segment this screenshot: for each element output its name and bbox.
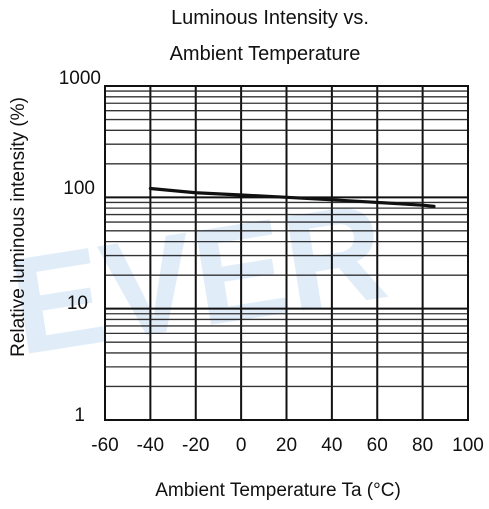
series-point <box>432 204 436 208</box>
series-layer <box>148 186 436 208</box>
plot-frame <box>104 85 469 421</box>
x-tick-label: -60 <box>91 435 118 456</box>
x-tick-label: 60 <box>367 435 388 456</box>
x-tick-label: -20 <box>182 435 209 456</box>
x-tick-label: 40 <box>321 435 342 456</box>
x-tick-label: 0 <box>236 435 247 456</box>
y-axis-label: Relative luminous intensity (%) <box>8 97 29 357</box>
series-point <box>421 203 425 207</box>
series-point <box>239 193 243 197</box>
series-point <box>148 187 152 190</box>
grid-layer <box>104 85 469 421</box>
x-tick-label: 80 <box>412 435 433 456</box>
series-point <box>194 191 198 195</box>
text-layer: Luminous Intensity vs. Ambient Temperatu… <box>8 7 484 501</box>
x-tick-label: -40 <box>137 435 164 456</box>
series-line <box>148 186 436 208</box>
x-tick-label: 100 <box>452 435 484 456</box>
y-tick-label: 100 <box>63 178 95 199</box>
x-tick-label: 20 <box>276 435 297 456</box>
series-point <box>330 198 334 202</box>
chart-title-line-1: Luminous Intensity vs. <box>171 7 369 29</box>
series-point <box>375 201 379 204</box>
y-tick-label: 10 <box>67 293 88 314</box>
y-tick-label: 1 <box>74 405 85 426</box>
x-axis-label: Ambient Temperature Ta (°C) <box>155 480 401 501</box>
y-tick-label: 1000 <box>59 68 101 89</box>
chart-title-line-2: Ambient Temperature <box>170 43 361 65</box>
series-point <box>285 195 288 199</box>
